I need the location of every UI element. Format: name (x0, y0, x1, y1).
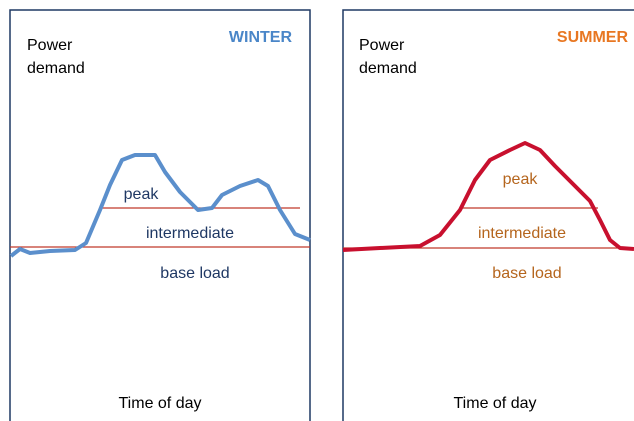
y-label-line: Power (359, 37, 405, 54)
summer-panel: Power demand SUMMER peak intermediate ba… (342, 9, 634, 421)
band-label: base load (160, 265, 229, 282)
demand-curve (342, 141, 634, 252)
band-label: peak (124, 186, 160, 203)
season-title: SUMMER (557, 29, 629, 46)
x-label: Time of day (119, 395, 202, 412)
demand-curve (9, 153, 311, 258)
y-label-line: demand (27, 60, 85, 77)
winter-panel: Power demand WINTER peak intermediate ba… (9, 9, 311, 421)
y-label-line: demand (359, 60, 417, 77)
band-label: intermediate (146, 225, 234, 242)
season-title: WINTER (229, 29, 293, 46)
panel-frame (9, 9, 311, 421)
band-label: peak (503, 171, 539, 188)
y-label-line: Power (27, 37, 73, 54)
band-label: intermediate (478, 225, 566, 242)
x-label: Time of day (454, 395, 537, 412)
band-label: base load (492, 265, 561, 282)
panel-frame (342, 9, 634, 421)
